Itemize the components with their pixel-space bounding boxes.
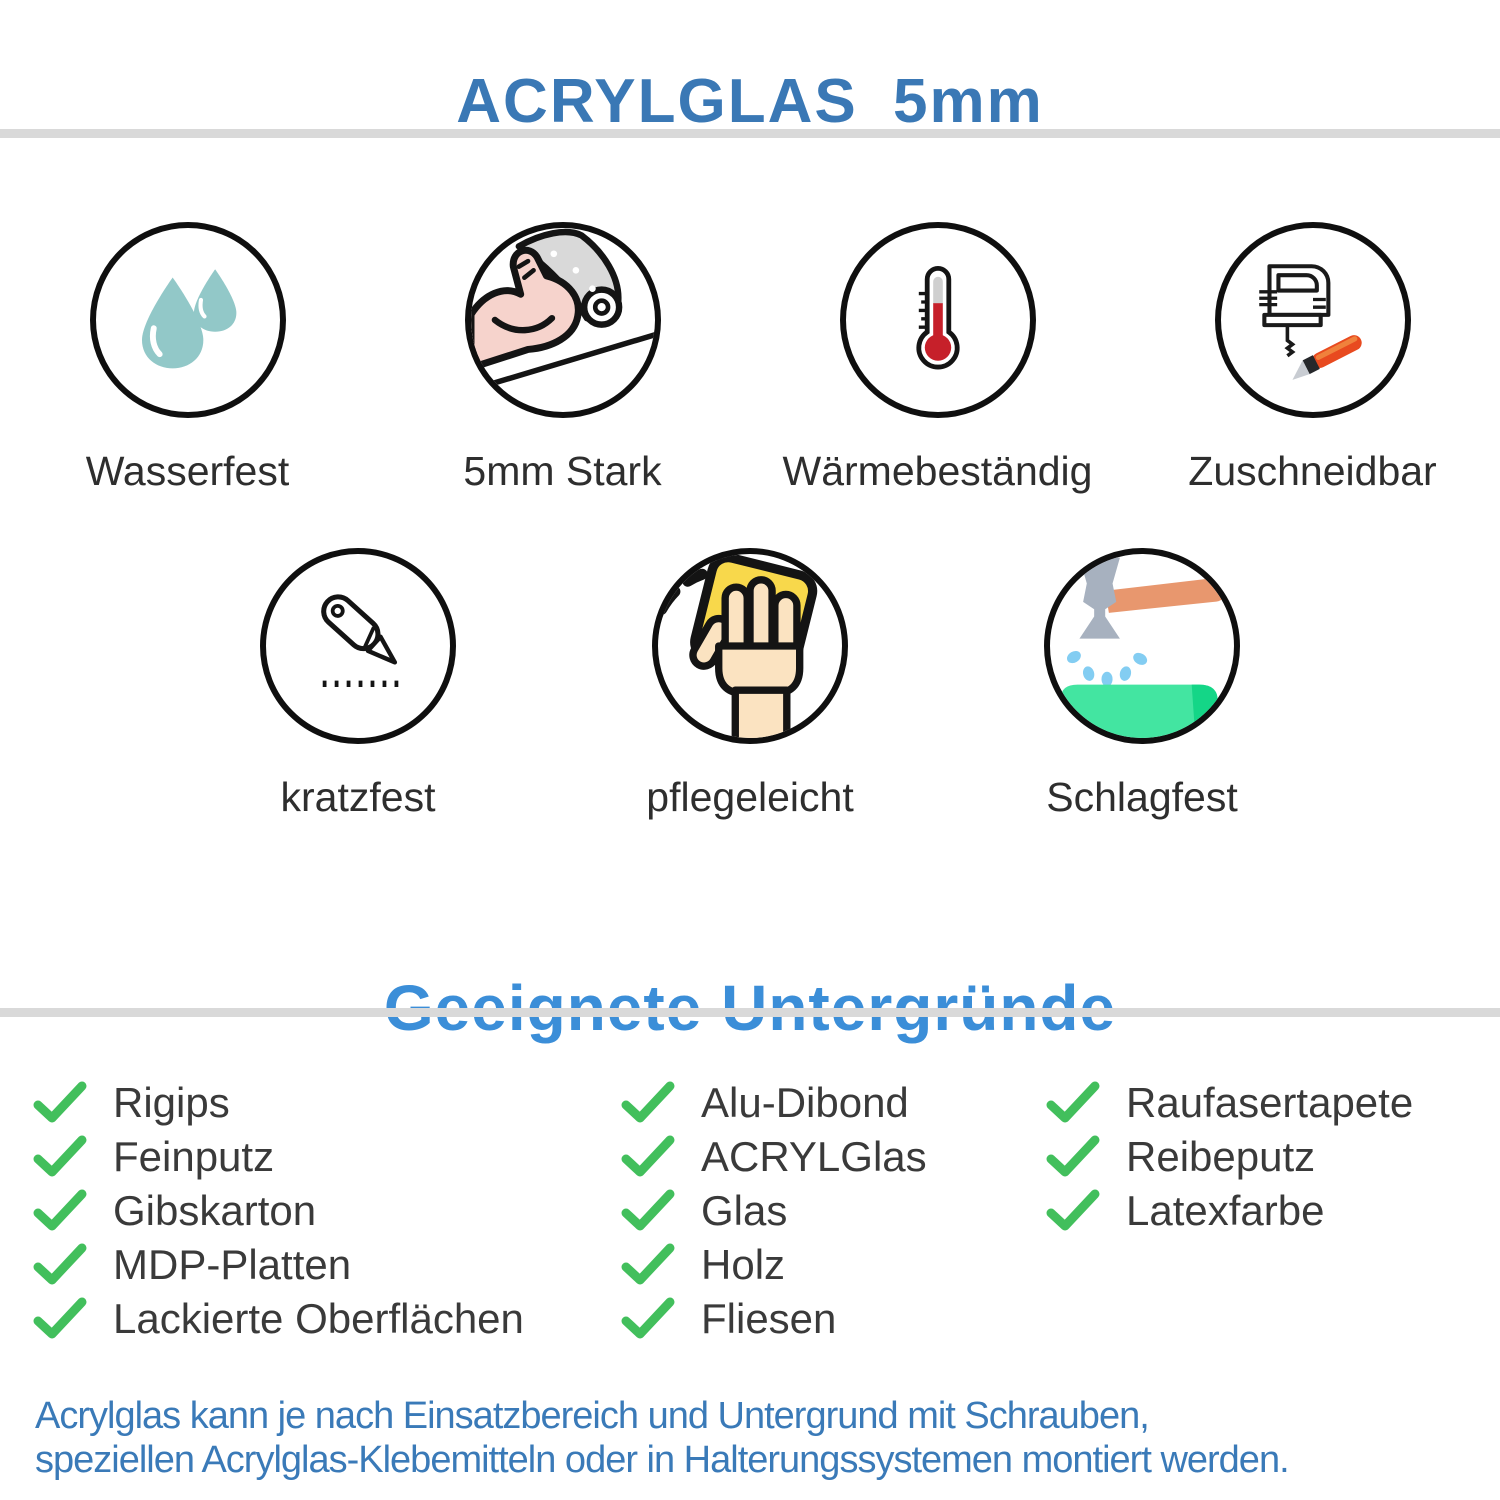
wipe-hand-icon: [658, 554, 818, 738]
substrate-label: ACRYLGlas: [701, 1133, 927, 1180]
icon-circle: [1044, 548, 1240, 744]
list-item: Gibskarton: [33, 1184, 524, 1238]
feature-row-1: Wasserfest 5mm Stark: [0, 222, 1500, 495]
list-item: Latexfarbe: [1046, 1184, 1413, 1238]
divider-middle: [0, 1008, 1500, 1017]
substrates-column-2: Alu-Dibond ACRYLGlas Glas Holz Fliesen: [621, 1076, 927, 1346]
icon-circle: [89, 222, 286, 418]
check-icon: [33, 1189, 87, 1231]
list-item: Feinputz: [33, 1130, 524, 1184]
substrate-label: Latexfarbe: [1126, 1187, 1325, 1234]
list-item: Alu-Dibond: [621, 1076, 927, 1130]
substrate-label: Reibeputz: [1126, 1133, 1316, 1180]
footer-note-line2: speziellen Acrylglas-Klebemitteln oder i…: [35, 1439, 1290, 1481]
check-icon: [1046, 1135, 1100, 1177]
list-item: Holz: [621, 1238, 927, 1292]
page-title: ACRYLGLAS 5mm: [456, 66, 1044, 136]
icon-circle: [652, 548, 848, 744]
substrate-label: MDP-Platten: [113, 1241, 352, 1288]
feature-waermebestaendig: Wärmebeständig: [750, 222, 1125, 495]
feature-label: Zuschneidbar: [1188, 448, 1437, 494]
check-icon: [33, 1297, 87, 1339]
feature-5mm-stark: 5mm Stark: [375, 222, 750, 495]
list-item: Lackierte Oberflächen: [33, 1292, 524, 1346]
cutter-knife-icon: [321, 594, 399, 687]
feature-kratzfest: kratzfest: [162, 548, 554, 821]
check-icon: [621, 1189, 675, 1231]
feature-schlagfest: Schlagfest: [946, 548, 1338, 821]
substrates-column-3: Raufasertapete Reibeputz Latexfarbe: [1046, 1076, 1413, 1238]
icon-circle: [1214, 222, 1411, 418]
feature-pflegeleicht: pflegeleicht: [554, 548, 946, 821]
substrate-label: Lackierte Oberflächen: [113, 1295, 524, 1342]
icon-circle: [839, 222, 1036, 418]
check-icon: [621, 1135, 675, 1177]
list-item: Fliesen: [621, 1292, 927, 1346]
list-item: Reibeputz: [1046, 1130, 1413, 1184]
hammer-icon: [1060, 557, 1227, 738]
list-item: Rigips: [33, 1076, 524, 1130]
check-icon: [33, 1135, 87, 1177]
thermometer-icon: [915, 266, 960, 370]
feature-label: Wärmebeständig: [782, 448, 1093, 494]
substrate-label: Fliesen: [701, 1295, 837, 1342]
feature-row-2: kratzfest pflegeleicht: [0, 548, 1500, 821]
muscle-arm-icon: [470, 228, 655, 393]
footer-note: Acrylglas kann je nach Einsatzbereich un…: [35, 1394, 1495, 1482]
check-icon: [621, 1243, 675, 1285]
substrate-label: Glas: [701, 1187, 788, 1234]
substrate-label: Alu-Dibond: [701, 1079, 909, 1126]
substrate-label: Rigips: [113, 1079, 230, 1126]
check-icon: [33, 1081, 87, 1123]
icon-circle: [260, 548, 456, 744]
substrate-label: Gibskarton: [113, 1187, 317, 1234]
check-icon: [621, 1297, 675, 1339]
list-item: Raufasertapete: [1046, 1076, 1413, 1130]
substrate-label: Raufasertapete: [1126, 1079, 1414, 1126]
check-icon: [33, 1243, 87, 1285]
substrate-label: Holz: [701, 1241, 786, 1288]
list-item: MDP-Platten: [33, 1238, 524, 1292]
check-icon: [1046, 1189, 1100, 1231]
check-icon: [1046, 1081, 1100, 1123]
feature-label: Wasserfest: [85, 448, 290, 494]
water-drops-icon: [141, 269, 236, 369]
feature-zuschneidbar: Zuschneidbar: [1125, 222, 1500, 495]
feature-label: Schlagfest: [1046, 774, 1238, 820]
feature-wasserfest: Wasserfest: [0, 222, 375, 495]
icon-circle: [464, 222, 661, 418]
divider-top: [0, 129, 1500, 138]
list-item: Glas: [621, 1184, 927, 1238]
substrate-label: Feinputz: [113, 1133, 275, 1180]
list-item: ACRYLGlas: [621, 1130, 927, 1184]
check-icon: [621, 1081, 675, 1123]
feature-label: pflegeleicht: [646, 774, 854, 820]
feature-label: 5mm Stark: [463, 448, 662, 494]
substrates-column-1: Rigips Feinputz Gibskarton MDP-Platten L…: [33, 1076, 524, 1346]
jigsaw-icon: [1258, 264, 1362, 380]
footer-note-line1: Acrylglas kann je nach Einsatzbereich un…: [35, 1395, 1150, 1437]
feature-label: kratzfest: [280, 774, 436, 820]
